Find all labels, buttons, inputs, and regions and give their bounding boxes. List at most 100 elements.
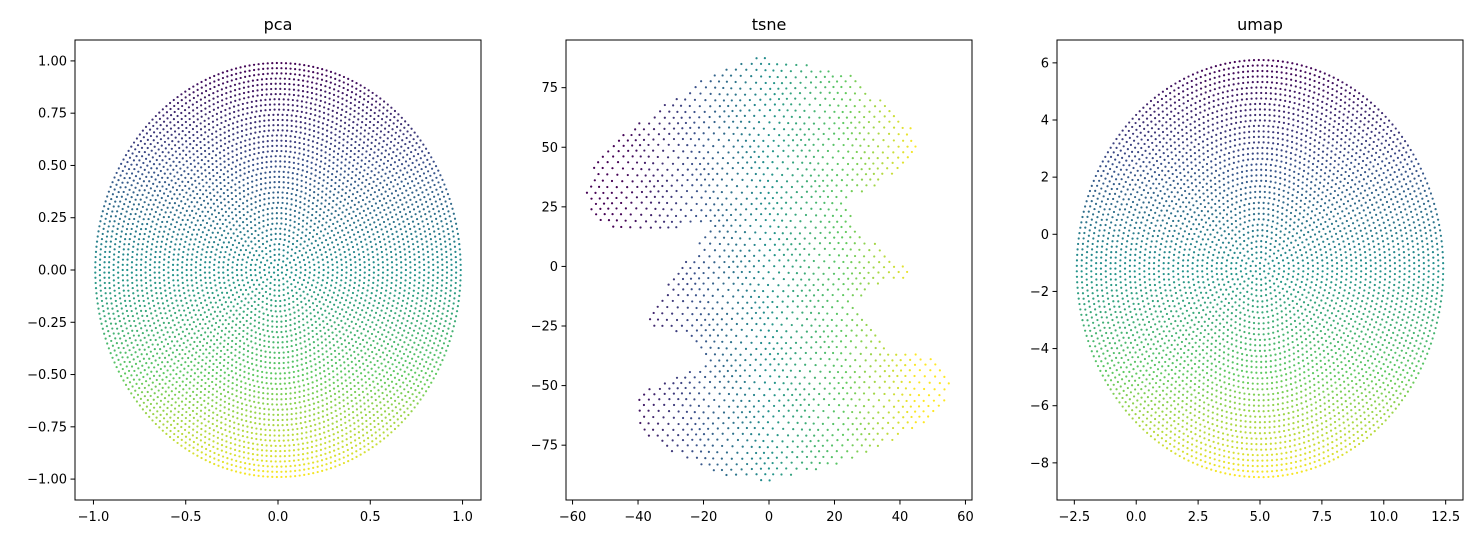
- data-point: [262, 145, 265, 149]
- data-point: [203, 311, 206, 314]
- data-point: [254, 274, 257, 277]
- data-point: [286, 423, 289, 426]
- data-point: [244, 398, 247, 401]
- data-point: [331, 416, 334, 420]
- data-point: [427, 261, 430, 264]
- data-point: [322, 111, 326, 114]
- data-point: [139, 140, 142, 143]
- data-point: [207, 371, 210, 375]
- data-point: [159, 399, 163, 402]
- data-point: [307, 199, 310, 202]
- data-point: [362, 286, 365, 290]
- data-point: [372, 271, 375, 274]
- data-point: [341, 434, 344, 437]
- data-point: [237, 114, 240, 118]
- data-point: [127, 222, 130, 226]
- data-point: [172, 98, 175, 102]
- data-point: [336, 271, 339, 274]
- data-point: [154, 256, 157, 259]
- data-point: [263, 268, 266, 272]
- data-point: [149, 134, 153, 138]
- data-point: [381, 168, 384, 171]
- data-point: [193, 340, 196, 344]
- data-point: [412, 364, 415, 367]
- data-point: [367, 405, 370, 408]
- data-point: [343, 233, 346, 237]
- data-point: [385, 335, 388, 338]
- data-point: [263, 130, 266, 133]
- data-point: [178, 248, 181, 251]
- data-point: [265, 376, 268, 380]
- data-point: [236, 302, 239, 305]
- data-point: [315, 93, 318, 96]
- data-point: [346, 318, 349, 321]
- data-point: [234, 99, 237, 102]
- data-point: [413, 263, 417, 266]
- data-point: [330, 229, 333, 232]
- data-point: [266, 392, 269, 395]
- data-point: [445, 315, 448, 318]
- data-point: [259, 172, 263, 175]
- data-point: [353, 203, 356, 206]
- data-point: [222, 192, 225, 195]
- data-point: [381, 271, 385, 274]
- data-point: [304, 192, 307, 195]
- data-point: [313, 246, 316, 249]
- data-point: [402, 381, 405, 384]
- data-point: [215, 407, 218, 410]
- data-point: [214, 301, 217, 304]
- data-point: [214, 236, 217, 239]
- data-point: [273, 181, 276, 184]
- data-point: [116, 227, 119, 231]
- data-point: [184, 102, 188, 105]
- data-point: [133, 369, 136, 373]
- data-point: [352, 327, 355, 330]
- data-point: [408, 140, 411, 143]
- data-point: [343, 121, 347, 124]
- data-point: [246, 182, 249, 185]
- data-point: [330, 279, 334, 282]
- data-point: [238, 210, 241, 214]
- data-point: [316, 281, 319, 284]
- data-point: [105, 235, 109, 238]
- data-point: [139, 228, 143, 231]
- data-point: [292, 93, 296, 97]
- data-point: [188, 419, 191, 423]
- data-point: [295, 412, 298, 415]
- data-point: [223, 137, 226, 140]
- data-point: [407, 123, 410, 127]
- data-point: [386, 342, 390, 346]
- data-point: [343, 198, 347, 201]
- data-point: [259, 433, 263, 436]
- data-point: [405, 336, 408, 339]
- data-point: [280, 212, 283, 215]
- data-point: [142, 161, 145, 165]
- data-point: [268, 176, 272, 179]
- data-point: [289, 387, 292, 390]
- data-point: [254, 421, 257, 425]
- data-point: [421, 289, 425, 292]
- data-point: [201, 210, 204, 213]
- data-point: [176, 114, 179, 118]
- data-point: [225, 246, 229, 249]
- data-point: [432, 312, 435, 315]
- data-point: [291, 177, 294, 180]
- data-point: [419, 198, 422, 201]
- data-point: [428, 304, 432, 308]
- data-point: [149, 268, 152, 272]
- data-point: [451, 307, 454, 310]
- data-point: [181, 261, 184, 264]
- data-point: [204, 256, 207, 259]
- data-point: [129, 232, 132, 236]
- data-point: [259, 365, 263, 368]
- data-point: [113, 248, 116, 251]
- data-point: [196, 381, 199, 384]
- data-point: [115, 304, 118, 308]
- data-point: [418, 276, 421, 279]
- data-point: [325, 397, 328, 400]
- data-point: [392, 151, 395, 154]
- data-point: [205, 189, 208, 192]
- data-point: [195, 186, 198, 189]
- data-point: [292, 443, 296, 447]
